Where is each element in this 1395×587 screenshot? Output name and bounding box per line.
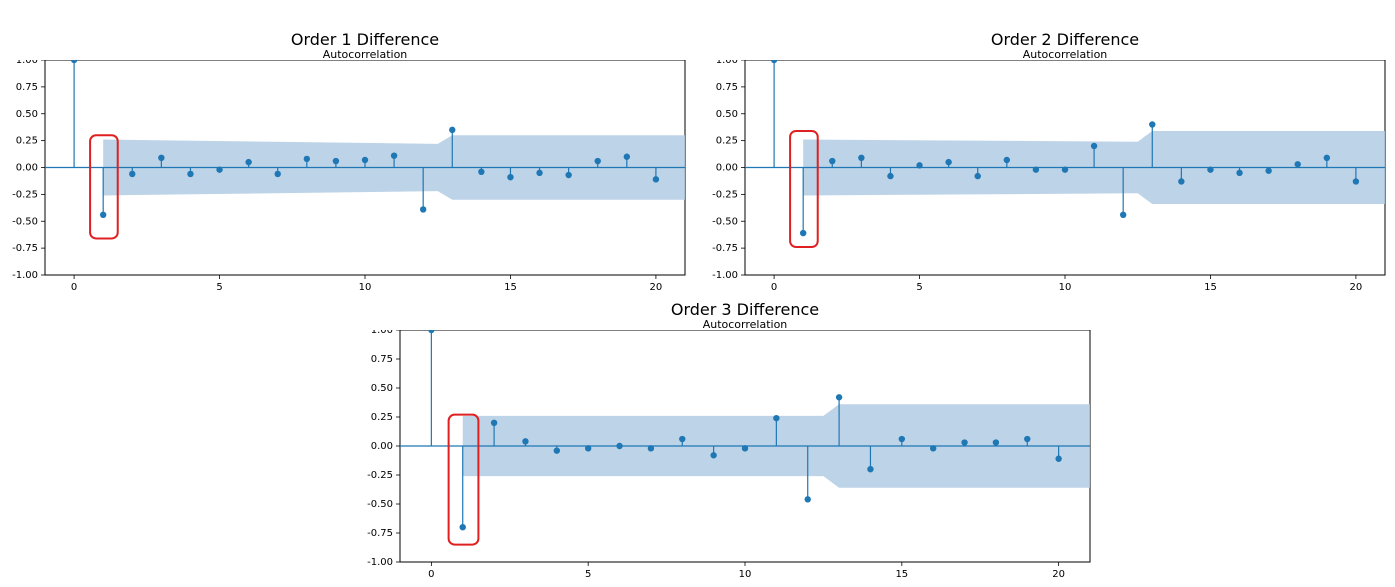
svg-text:0: 0	[428, 569, 434, 580]
svg-text:-0.25: -0.25	[367, 470, 393, 481]
svg-text:0.50: 0.50	[16, 109, 38, 120]
svg-text:-1.00: -1.00	[712, 270, 738, 281]
svg-text:0: 0	[71, 282, 77, 293]
svg-text:5: 5	[916, 282, 922, 293]
svg-text:15: 15	[1204, 282, 1217, 293]
svg-text:0.25: 0.25	[716, 136, 738, 147]
panel-title: Order 1 Difference	[45, 30, 685, 49]
svg-text:0.50: 0.50	[371, 383, 393, 394]
svg-text:0.00: 0.00	[371, 441, 393, 452]
svg-text:20: 20	[1052, 569, 1065, 580]
svg-text:1.00: 1.00	[716, 60, 738, 66]
svg-text:0.75: 0.75	[371, 354, 393, 365]
svg-text:-0.75: -0.75	[367, 528, 393, 539]
svg-text:0.25: 0.25	[371, 412, 393, 423]
svg-text:0: 0	[771, 282, 777, 293]
svg-text:-0.25: -0.25	[712, 189, 738, 200]
svg-text:-1.00: -1.00	[367, 557, 393, 568]
svg-text:5: 5	[216, 282, 222, 293]
panel-title: Order 3 Difference	[400, 300, 1090, 319]
svg-text:20: 20	[1350, 282, 1363, 293]
svg-text:15: 15	[504, 282, 517, 293]
acf-figure: Order 1 Difference Autocorrelation -1.00…	[0, 0, 1395, 587]
svg-text:0.00: 0.00	[16, 163, 38, 174]
svg-text:10: 10	[1059, 282, 1072, 293]
panel-svg-order3: -1.00 -0.75 -0.50 -0.25 0.00 0.25 0.50 0.75 1.00…	[360, 330, 1092, 580]
panel-svg-order1: -1.00 -0.75 -0.50 -0.25 0.00 0.25 0.50 0.75 1.00…	[5, 60, 687, 293]
svg-text:-1.00: -1.00	[12, 270, 38, 281]
svg-text:1.00: 1.00	[371, 330, 393, 336]
svg-text:-0.75: -0.75	[12, 243, 38, 254]
svg-text:-0.50: -0.50	[712, 216, 738, 227]
svg-text:1.00: 1.00	[16, 60, 38, 66]
svg-text:0.75: 0.75	[716, 82, 738, 93]
svg-text:20: 20	[650, 282, 663, 293]
svg-text:0.75: 0.75	[16, 82, 38, 93]
svg-text:5: 5	[585, 569, 591, 580]
panel-svg-order2: -1.00 -0.75 -0.50 -0.25 0.00 0.25 0.50 0.75 1.00…	[705, 60, 1387, 293]
svg-text:0.25: 0.25	[16, 136, 38, 147]
svg-text:15: 15	[895, 569, 908, 580]
panel-title: Order 2 Difference	[745, 30, 1385, 49]
svg-text:-0.75: -0.75	[712, 243, 738, 254]
svg-text:0.50: 0.50	[716, 109, 738, 120]
svg-text:-0.50: -0.50	[12, 216, 38, 227]
svg-text:-0.50: -0.50	[367, 499, 393, 510]
svg-text:10: 10	[739, 569, 752, 580]
svg-text:-0.25: -0.25	[12, 189, 38, 200]
svg-text:10: 10	[359, 282, 372, 293]
svg-text:0.00: 0.00	[716, 163, 738, 174]
